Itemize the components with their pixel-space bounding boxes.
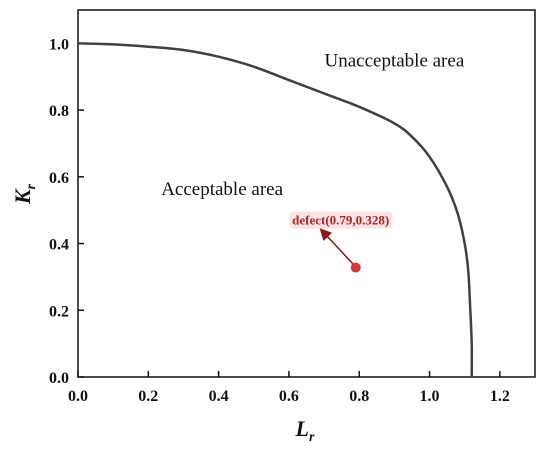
y-tick-label: 1.0	[49, 36, 69, 53]
series-layer	[77, 42, 474, 378]
unacceptable-area-label: Unacceptable area	[325, 51, 465, 72]
fad-curve-line	[77, 42, 474, 378]
defect-label-background	[289, 211, 393, 229]
acceptable-area-label: Acceptable area	[161, 179, 283, 200]
plot-frame	[77, 9, 536, 378]
y-tick-label: 0.8	[49, 103, 69, 120]
y-tick-label: 0.0	[49, 370, 69, 387]
defect-label: defect(0.79,0.328)	[292, 213, 389, 228]
y-tick-label: 0.2	[49, 303, 69, 320]
y-axis-title: Kr	[10, 183, 39, 205]
x-tick-label: 0.8	[349, 388, 369, 405]
defect-point	[350, 262, 361, 273]
x-tick-label: 0.6	[279, 388, 299, 405]
y-tick-label: 0.6	[49, 170, 69, 187]
defect-arrow	[319, 228, 354, 265]
axis-ticks: 0.0 0.2 0.4 0.6 0.8 1.0 1.2 0.0 0.2 0.4 0.6 0.8 1.0	[49, 36, 510, 405]
x-tick-label: 1.2	[490, 388, 510, 405]
x-axis-title: Lr	[295, 416, 315, 445]
x-tick-label: 0.4	[209, 388, 229, 405]
annotation-layer: Unacceptable area Acceptable area defect(0…	[161, 51, 465, 273]
x-tick-label: 0.2	[138, 388, 158, 405]
x-tick-label: 1.0	[420, 388, 440, 405]
x-tick-label: 0.0	[68, 388, 88, 405]
y-tick-label: 0.4	[49, 237, 69, 254]
